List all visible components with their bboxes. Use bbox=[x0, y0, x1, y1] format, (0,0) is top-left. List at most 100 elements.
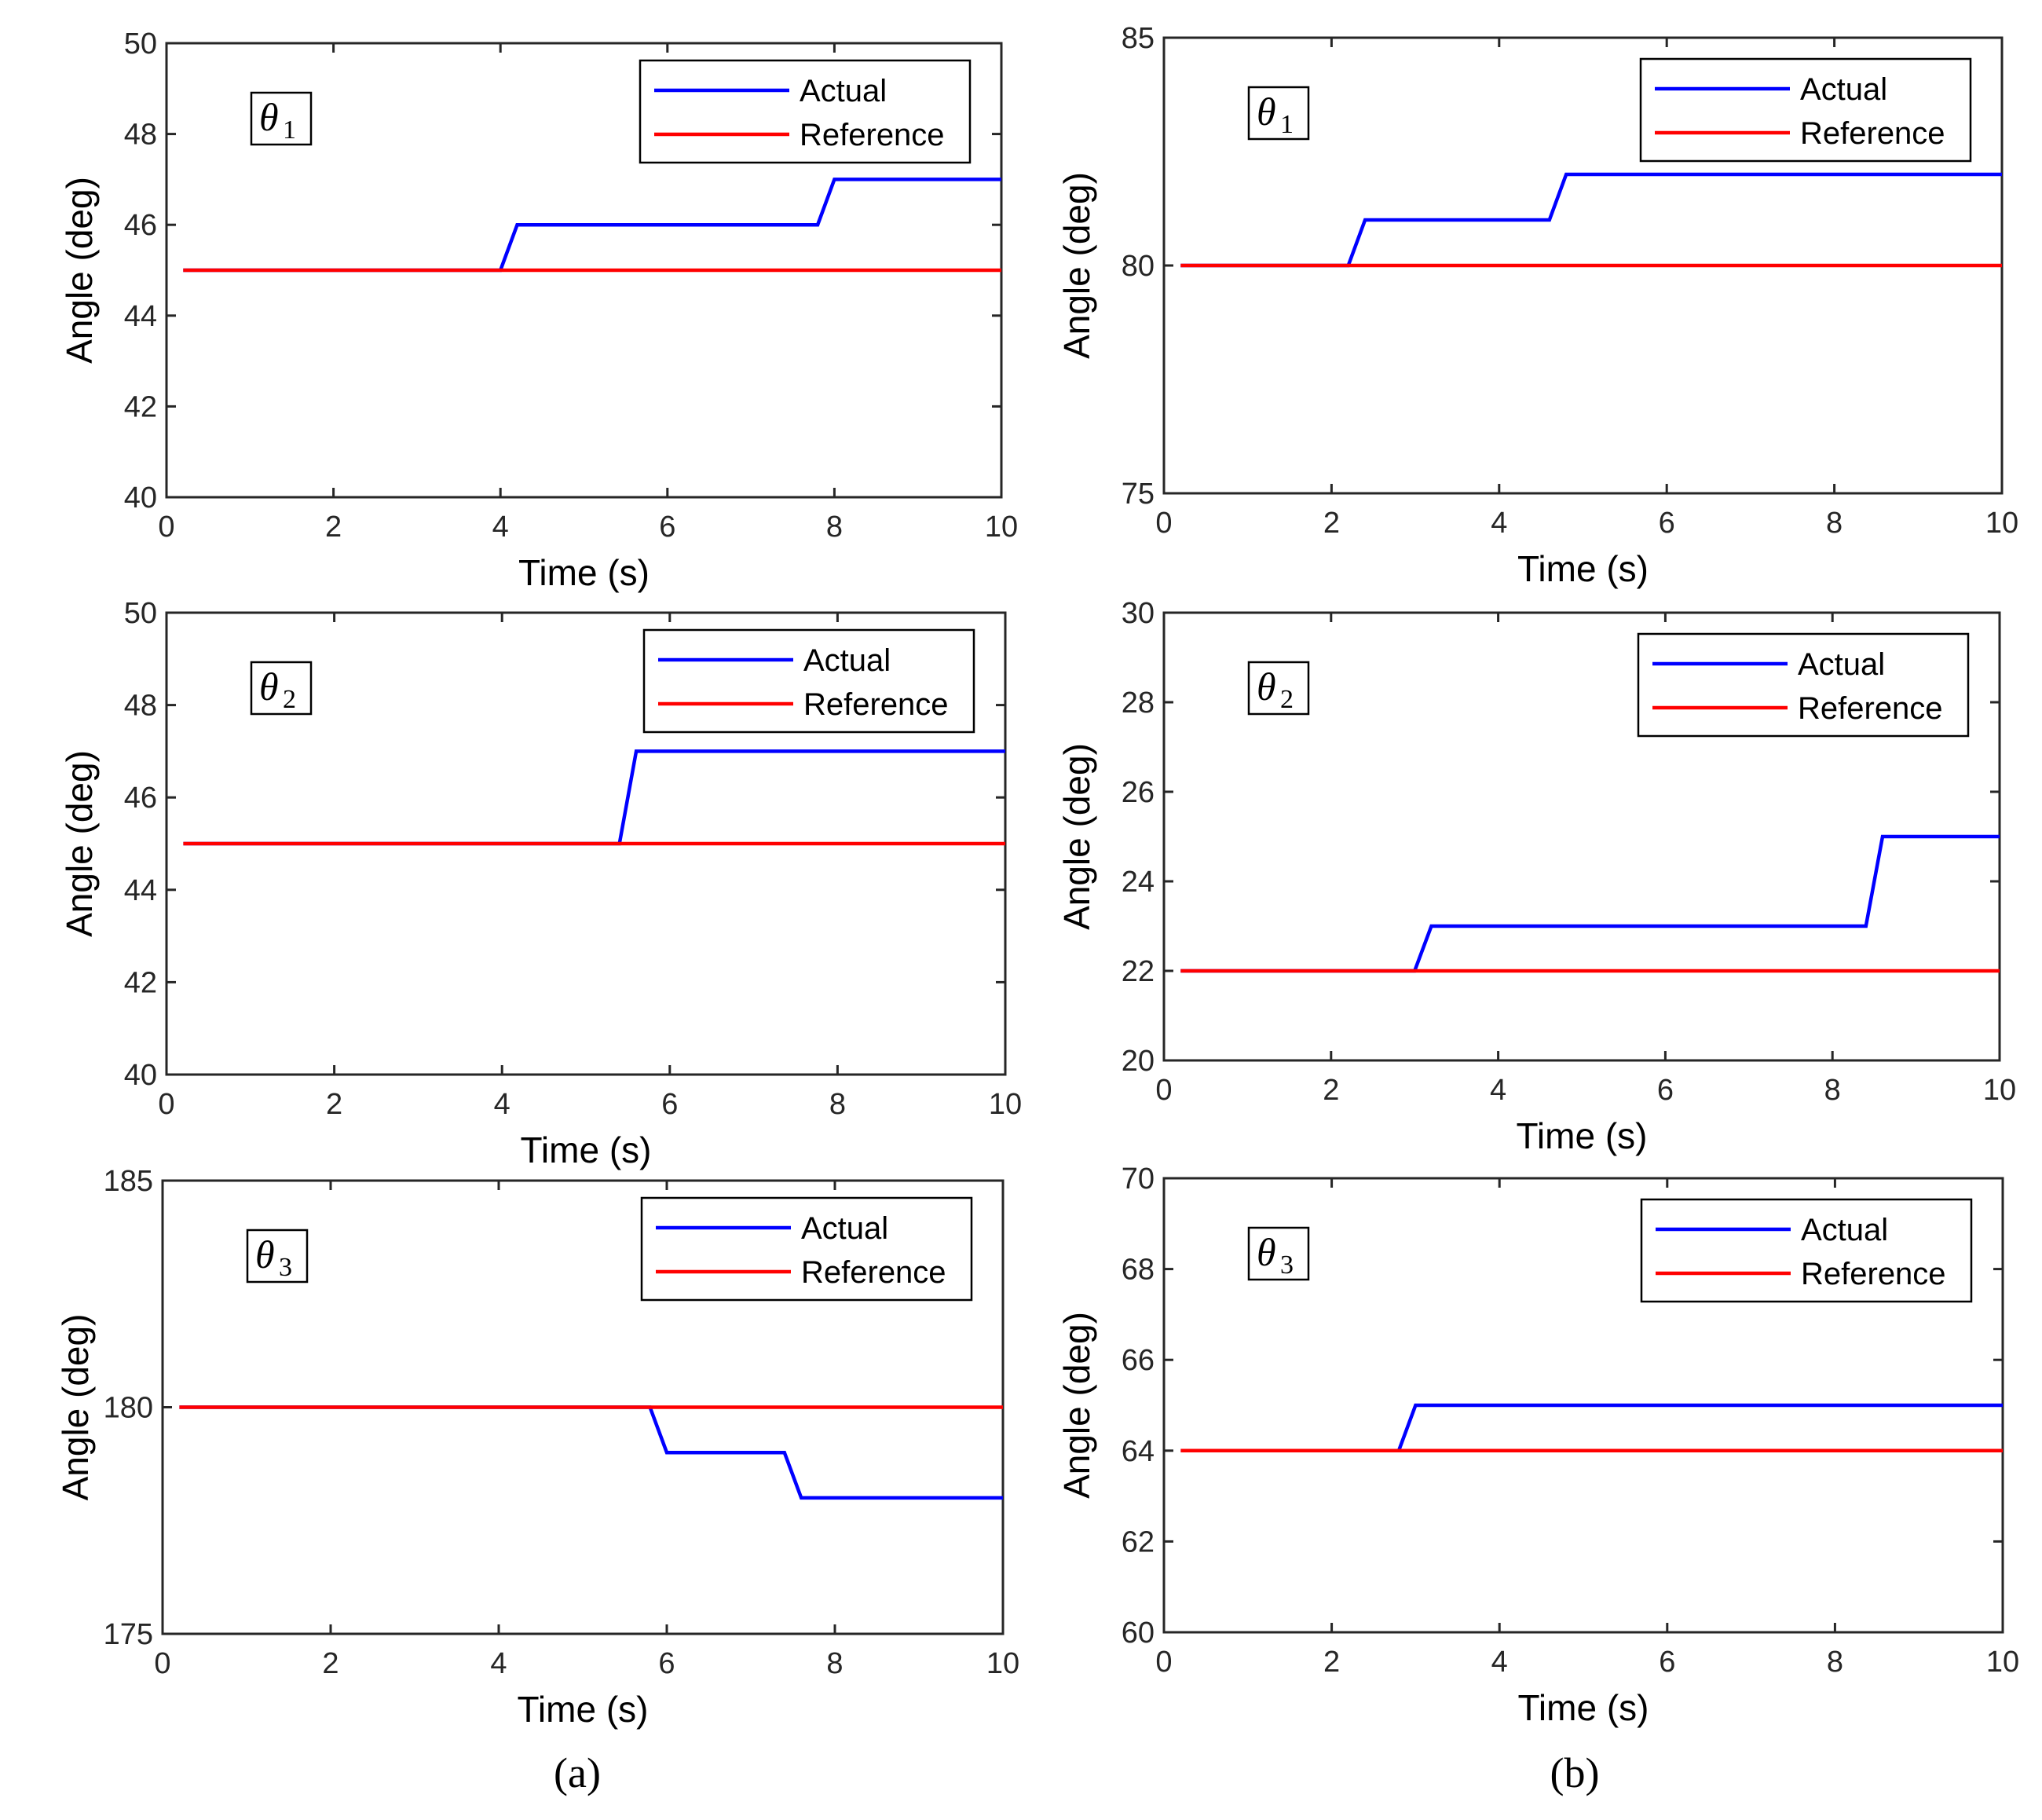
x-axis-label: Time (s) bbox=[518, 552, 650, 593]
y-tick-label: 22 bbox=[1122, 955, 1155, 988]
x-tick-label: 0 bbox=[154, 1647, 170, 1680]
y-tick-label: 20 bbox=[1122, 1045, 1155, 1078]
legend-label-actual: Actual bbox=[800, 74, 887, 108]
y-tick-label: 66 bbox=[1122, 1344, 1155, 1377]
annotation-box bbox=[250, 91, 313, 146]
legend: Actual Reference bbox=[1639, 57, 1972, 163]
y-tick-label: 75 bbox=[1122, 478, 1155, 511]
annotation-box bbox=[1247, 1226, 1310, 1281]
x-tick-label: 0 bbox=[1155, 1074, 1172, 1107]
y-tick-label: 60 bbox=[1122, 1617, 1155, 1650]
theta-subscript: 2 bbox=[283, 685, 296, 714]
x-tick-label: 2 bbox=[1323, 1074, 1339, 1107]
y-tick-label: 50 bbox=[124, 597, 157, 630]
legend-label-actual: Actual bbox=[803, 643, 891, 678]
legend-label-reference: Reference bbox=[1798, 691, 1943, 726]
x-tick-label: 8 bbox=[1826, 507, 1843, 540]
y-tick-label: 40 bbox=[124, 1059, 157, 1092]
legend: Actual Reference bbox=[1637, 632, 1970, 738]
x-tick-label: 2 bbox=[322, 1647, 339, 1680]
y-tick-label: 28 bbox=[1122, 687, 1155, 720]
y-tick-label: 46 bbox=[124, 209, 157, 242]
y-tick-label: 24 bbox=[1122, 866, 1155, 899]
y-tick-label: 42 bbox=[124, 390, 157, 423]
x-tick-label: 0 bbox=[1155, 1646, 1172, 1679]
x-tick-label: 6 bbox=[1657, 1074, 1674, 1107]
y-tick-label: 175 bbox=[104, 1618, 153, 1651]
x-tick-label: 10 bbox=[989, 1088, 1022, 1121]
legend: Actual Reference bbox=[640, 1196, 973, 1302]
x-tick-label: 4 bbox=[492, 511, 509, 544]
x-tick-label: 0 bbox=[158, 511, 174, 544]
y-tick-label: 40 bbox=[124, 482, 157, 515]
y-tick-label: 62 bbox=[1122, 1525, 1155, 1558]
y-axis-label: Angle (deg) bbox=[59, 750, 100, 937]
legend: Actual Reference bbox=[1640, 1198, 1973, 1303]
x-tick-label: 2 bbox=[326, 1088, 342, 1121]
y-axis-label: Angle (deg) bbox=[1056, 1312, 1097, 1499]
y-tick-label: 48 bbox=[124, 690, 157, 723]
legend-label-reference: Reference bbox=[803, 687, 949, 722]
legend-label-reference: Reference bbox=[800, 118, 945, 152]
y-tick-label: 48 bbox=[124, 119, 157, 152]
y-axis-label: Angle (deg) bbox=[59, 177, 100, 364]
y-tick-label: 26 bbox=[1122, 776, 1155, 809]
legend-label-actual: Actual bbox=[801, 1211, 888, 1246]
legend-box bbox=[642, 628, 975, 734]
legend-label-reference: Reference bbox=[801, 1255, 946, 1290]
y-tick-label: 30 bbox=[1122, 597, 1155, 630]
y-axis-label: Angle (deg) bbox=[1056, 743, 1097, 930]
x-tick-label: 4 bbox=[490, 1647, 507, 1680]
x-tick-label: 6 bbox=[658, 1647, 675, 1680]
x-tick-label: 6 bbox=[1659, 507, 1675, 540]
caption-a: (a) bbox=[554, 1749, 601, 1796]
legend-box bbox=[640, 1196, 973, 1302]
legend-label-reference: Reference bbox=[1800, 116, 1945, 151]
theta-symbol: θ bbox=[259, 665, 279, 709]
theta-subscript: 3 bbox=[279, 1253, 292, 1282]
chart-panel-2: 0 2 4 6 8 10 75 80 85 Time (s) Angle (deg) θ 1 Actual… bbox=[1056, 22, 2018, 589]
x-tick-label: 2 bbox=[1323, 507, 1340, 540]
caption-b: (b) bbox=[1550, 1749, 1600, 1796]
annotation-box bbox=[246, 1229, 309, 1284]
x-tick-label: 2 bbox=[1323, 1646, 1340, 1679]
y-tick-label: 64 bbox=[1122, 1435, 1155, 1468]
x-tick-label: 8 bbox=[826, 1647, 843, 1680]
x-axis-label: Time (s) bbox=[1517, 1115, 1648, 1156]
y-tick-label: 42 bbox=[124, 966, 157, 999]
y-tick-label: 70 bbox=[1122, 1163, 1155, 1196]
x-tick-label: 6 bbox=[1659, 1646, 1675, 1679]
theta-subscript: 3 bbox=[1280, 1251, 1294, 1280]
x-tick-label: 2 bbox=[325, 511, 342, 544]
legend-label-reference: Reference bbox=[1801, 1257, 1946, 1291]
y-tick-label: 180 bbox=[104, 1392, 153, 1425]
x-tick-label: 0 bbox=[1155, 507, 1172, 540]
x-tick-label: 10 bbox=[985, 511, 1018, 544]
y-tick-label: 85 bbox=[1122, 22, 1155, 55]
theta-subscript: 2 bbox=[1280, 685, 1294, 714]
x-tick-label: 8 bbox=[1824, 1074, 1841, 1107]
theta-symbol: θ bbox=[1257, 665, 1276, 709]
x-tick-label: 4 bbox=[1490, 1074, 1506, 1107]
annotation-box bbox=[1247, 661, 1310, 716]
annotation-box bbox=[250, 661, 313, 716]
legend-label-actual: Actual bbox=[1801, 1213, 1888, 1247]
theta-symbol: θ bbox=[1257, 1230, 1276, 1274]
y-axis-label: Angle (deg) bbox=[1056, 172, 1097, 359]
y-tick-label: 80 bbox=[1122, 250, 1155, 283]
x-axis-label: Time (s) bbox=[518, 1689, 649, 1730]
x-axis-label: Time (s) bbox=[521, 1130, 652, 1170]
x-tick-label: 10 bbox=[1983, 1074, 2016, 1107]
y-tick-label: 185 bbox=[104, 1165, 153, 1198]
x-tick-label: 8 bbox=[826, 511, 843, 544]
y-tick-label: 50 bbox=[124, 27, 157, 60]
legend-box bbox=[1640, 1198, 1973, 1303]
theta-subscript: 1 bbox=[283, 115, 296, 145]
x-tick-label: 4 bbox=[494, 1088, 510, 1121]
x-axis-label: Time (s) bbox=[1517, 548, 1649, 589]
x-tick-label: 8 bbox=[1827, 1646, 1843, 1679]
annotation-box bbox=[1247, 86, 1310, 141]
x-tick-label: 6 bbox=[661, 1088, 678, 1121]
